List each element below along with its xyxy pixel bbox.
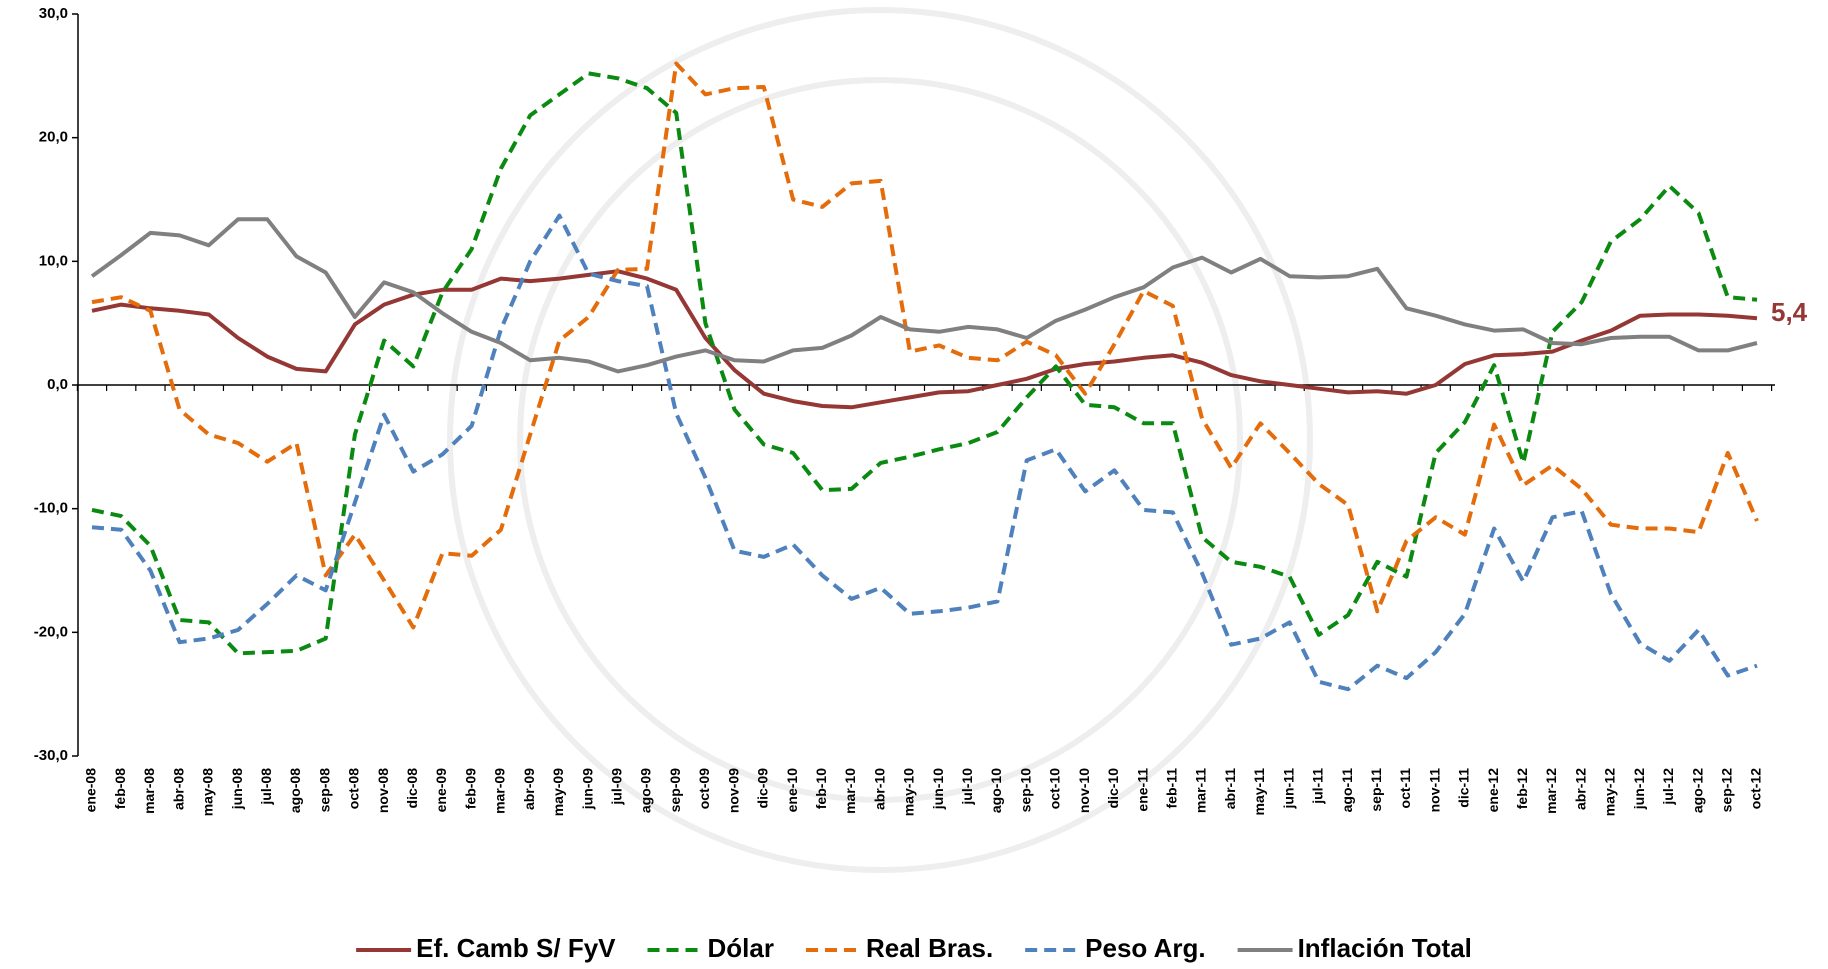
y-tick-label: -20,0 (34, 623, 68, 640)
legend-label: Inflación Total (1298, 933, 1472, 963)
legend-label: Real Bras. (866, 933, 993, 963)
legend-item: Inflación Total (1237, 933, 1472, 963)
x-tick-label: dic-10 (1105, 768, 1121, 809)
x-tick-label: abr-08 (170, 768, 186, 810)
x-tick-label: mar-12 (1543, 768, 1559, 814)
x-tick-label: oct-12 (1748, 768, 1764, 809)
watermark (447, 7, 1313, 873)
x-tick-label: abr-11 (1222, 768, 1238, 809)
x-tick-label: feb-11 (1163, 768, 1179, 809)
x-tick-label: ago-12 (1689, 768, 1705, 813)
data-label: 5,4 (1771, 297, 1808, 327)
x-tick-label: oct-10 (1047, 768, 1063, 809)
legend-item: Real Bras. (805, 933, 993, 963)
series-line (91, 269, 1758, 410)
legend-label: Ef. Camb S/ FyV (416, 933, 616, 963)
series-line (91, 213, 1758, 692)
x-tick-label: dic-11 (1456, 768, 1472, 808)
series-line (91, 61, 1759, 630)
legend-label: Dólar (708, 933, 774, 963)
x-tick-label: sep-09 (667, 768, 683, 813)
x-tick-label: feb-09 (462, 768, 478, 809)
x-tick-label: mar-08 (141, 768, 157, 814)
x-tick-label: ago-08 (287, 768, 303, 813)
x-tick-label: oct-09 (696, 768, 712, 809)
x-tick-label: sep-10 (1017, 768, 1033, 813)
x-tick-label: ene-10 (784, 768, 800, 813)
x-tick-label: nov-11 (1426, 768, 1442, 813)
x-tick-label: jul-08 (258, 768, 274, 806)
x-tick-label: jul-11 (1310, 768, 1326, 805)
x-tick-label: feb-12 (1514, 768, 1530, 809)
x-tick-label: dic-09 (755, 768, 771, 809)
x-tick-label: ago-11 (1339, 768, 1355, 813)
x-tick-label: abr-09 (521, 768, 537, 810)
series-line (91, 71, 1758, 656)
x-tick-label: nov-09 (725, 768, 741, 813)
x-tick-label: oct-11 (1397, 768, 1413, 809)
x-tick-label: sep-12 (1718, 768, 1734, 813)
series-line (90, 217, 1758, 374)
legend-item: Ef. Camb S/ FyV (356, 933, 616, 963)
x-tick-label: jul-09 (608, 768, 624, 806)
x-tick-label: mar-11 (1193, 768, 1209, 813)
x-tick-label: feb-10 (813, 768, 829, 809)
y-tick-label: -10,0 (34, 500, 68, 517)
x-tick-label: jun-09 (579, 768, 595, 810)
x-tick-label: ene-08 (83, 768, 99, 813)
y-tick-label: 20,0 (39, 129, 68, 146)
x-tick-label: sep-11 (1368, 768, 1384, 812)
x-tick-label: abr-12 (1572, 768, 1588, 810)
x-tick-label: ene-09 (433, 768, 449, 813)
y-tick-label: 10,0 (39, 252, 68, 269)
x-tick-label: mar-10 (842, 768, 858, 814)
legend-item: Dólar (647, 933, 774, 963)
x-tick-label: ago-09 (638, 768, 654, 813)
x-tick-label: may-08 (200, 768, 216, 816)
x-tick-label: may-11 (1251, 768, 1267, 816)
x-tick-label: mar-09 (492, 768, 508, 814)
x-tick-label: jun-10 (930, 768, 946, 810)
x-tick-label: sep-08 (316, 768, 332, 813)
x-tick-label: jun-11 (1280, 768, 1296, 810)
x-tick-label: jun-12 (1631, 768, 1647, 810)
y-tick-label: 30,0 (39, 5, 68, 22)
x-tick-label: may-12 (1602, 768, 1618, 816)
y-tick-label: -30,0 (34, 747, 68, 764)
x-tick-label: jun-08 (229, 768, 245, 810)
x-tick-label: abr-10 (871, 768, 887, 810)
x-tick-label: feb-08 (112, 768, 128, 809)
x-tick-label: nov-10 (1076, 768, 1092, 813)
x-tick-label: jul-12 (1660, 768, 1676, 806)
x-tick-label: oct-08 (346, 768, 362, 809)
x-tick-label: dic-08 (404, 768, 420, 809)
x-tick-label: jul-10 (959, 768, 975, 806)
x-tick-label: may-09 (550, 768, 566, 816)
x-tick-label: may-10 (901, 768, 917, 816)
x-tick-label: ene-12 (1485, 768, 1501, 813)
legend-item: Peso Arg. (1025, 933, 1206, 963)
legend-label: Peso Arg. (1085, 933, 1205, 963)
y-tick-label: 0,0 (47, 376, 68, 393)
x-tick-label: nov-08 (375, 768, 391, 813)
x-tick-label: ago-10 (988, 768, 1004, 813)
x-tick-label: ene-11 (1134, 768, 1150, 812)
